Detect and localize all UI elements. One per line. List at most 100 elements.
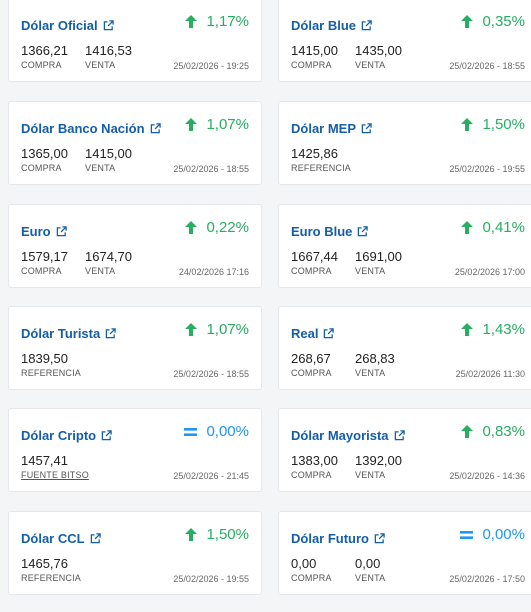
- buy-label: COMPRA: [291, 470, 332, 480]
- card-title[interactable]: Dólar Oficial: [21, 18, 114, 33]
- quote-card-dolar-blue[interactable]: Dólar Blue 0,35% 1415,00 COMPRA 1435,00 …: [278, 0, 531, 82]
- sell-label: VENTA: [85, 60, 116, 70]
- card-title[interactable]: Euro: [21, 224, 67, 239]
- external-link-icon[interactable]: [150, 123, 161, 134]
- arrow-up-icon: [185, 528, 198, 541]
- reference-label: REFERENCIA: [21, 368, 82, 378]
- sell-value: 1435,00: [355, 43, 402, 58]
- quote-card-dolar-mayorista[interactable]: Dólar Mayorista 0,83% 1383,00 COMPRA 139…: [278, 408, 531, 492]
- sell-label: VENTA: [355, 573, 386, 583]
- card-title-text[interactable]: Dólar Mayorista: [291, 428, 389, 443]
- updated-date: 25/02/2026 - 17:50: [449, 574, 525, 584]
- card-title[interactable]: Dólar Blue: [291, 18, 372, 33]
- change-value: 1,17%: [206, 13, 249, 30]
- reference-value: 1457,41: [21, 453, 68, 468]
- card-title[interactable]: Dólar MEP: [291, 121, 372, 136]
- change-value: 0,41%: [482, 219, 525, 236]
- quote-card-dolar-cripto[interactable]: Dólar Cripto 0,00% 1457,41 FUENTE BITSO …: [8, 408, 262, 492]
- card-title[interactable]: Dólar Mayorista: [291, 428, 405, 443]
- updated-date: 25/02/2026 17:00: [454, 267, 525, 277]
- buy-label: COMPRA: [291, 266, 332, 276]
- external-link-icon[interactable]: [323, 328, 335, 339]
- change-indicator: 1,07%: [185, 116, 249, 133]
- card-title-text[interactable]: Euro Blue: [291, 224, 353, 239]
- change-indicator: 0,41%: [461, 219, 525, 236]
- arrow-up-icon: [461, 15, 474, 28]
- card-title[interactable]: Dólar CCL: [21, 531, 101, 546]
- updated-date: 25/02/2026 - 19:25: [173, 61, 249, 71]
- change-value: 1,50%: [206, 526, 249, 543]
- updated-date: 25/02/2026 - 18:55: [173, 369, 249, 379]
- buy-label: COMPRA: [21, 163, 62, 173]
- change-value: 1,43%: [482, 321, 525, 338]
- arrow-up-icon: [461, 323, 474, 336]
- quote-card-dolar-oficial[interactable]: Dólar Oficial 1,17% 1366,21 COMPRA 1416,…: [8, 0, 262, 82]
- external-link-icon[interactable]: [374, 533, 385, 544]
- external-link-icon[interactable]: [103, 20, 114, 31]
- external-link-icon[interactable]: [56, 226, 67, 237]
- buy-label: COMPRA: [291, 368, 332, 378]
- updated-date: 25/02/2026 11:30: [455, 369, 525, 379]
- quote-card-euro-blue[interactable]: Euro Blue 0,41% 1667,44 COMPRA 1691,00 V…: [278, 204, 531, 288]
- equal-icon: [184, 427, 198, 436]
- quote-card-dolar-banco-nacion[interactable]: Dólar Banco Nación 1,07% 1365,00 COMPRA …: [8, 101, 262, 185]
- card-title-text[interactable]: Real: [291, 326, 319, 341]
- sell-label: VENTA: [85, 163, 116, 173]
- card-title-text[interactable]: Dólar Oficial: [21, 18, 98, 33]
- sell-label: VENTA: [355, 470, 386, 480]
- external-link-icon[interactable]: [105, 328, 116, 339]
- card-title-text[interactable]: Euro: [21, 224, 51, 239]
- arrow-up-icon: [185, 221, 198, 234]
- card-title[interactable]: Dólar Cripto: [21, 428, 112, 443]
- card-title[interactable]: Dólar Futuro: [291, 531, 385, 546]
- sell-label: VENTA: [355, 60, 386, 70]
- quote-card-dolar-ccl[interactable]: Dólar CCL 1,50% 1465,76 REFERENCIA 25/02…: [8, 511, 262, 595]
- buy-label: COMPRA: [291, 60, 332, 70]
- sell-label: VENTA: [355, 368, 386, 378]
- external-link-icon[interactable]: [90, 533, 101, 544]
- card-title-text[interactable]: Dólar Futuro: [291, 531, 369, 546]
- updated-date: 25/02/2026 - 19:55: [449, 164, 525, 174]
- reference-label: REFERENCIA: [291, 163, 352, 173]
- card-title-text[interactable]: Dólar Turista: [21, 326, 101, 341]
- change-indicator: 0,00%: [460, 526, 525, 543]
- change-indicator: 0,22%: [185, 219, 249, 236]
- sell-value: 0,00: [355, 556, 381, 571]
- updated-date: 25/02/2026 - 19:55: [173, 574, 249, 584]
- updated-date: 24/02/2026 17:16: [178, 267, 249, 277]
- quote-card-dolar-mep[interactable]: Dólar MEP 1,50% 1425,86 REFERENCIA 25/02…: [278, 101, 531, 185]
- card-title-text[interactable]: Dólar Blue: [291, 18, 357, 33]
- card-title[interactable]: Euro Blue: [291, 224, 369, 239]
- reference-value: 1839,50: [21, 351, 68, 366]
- arrow-up-icon: [185, 15, 198, 28]
- source-link[interactable]: FUENTE BITSO: [21, 470, 89, 480]
- buy-label: COMPRA: [21, 60, 62, 70]
- quote-card-euro[interactable]: Euro 0,22% 1579,17 COMPRA 1674,70 VENTA …: [8, 204, 262, 288]
- external-link-icon[interactable]: [361, 123, 372, 134]
- external-link-icon[interactable]: [357, 226, 369, 237]
- buy-value: 1415,00: [291, 43, 338, 58]
- card-title-text[interactable]: Dólar CCL: [21, 531, 85, 546]
- external-link-icon[interactable]: [101, 430, 112, 441]
- card-title[interactable]: Dólar Banco Nación: [21, 121, 161, 136]
- card-title[interactable]: Dólar Turista: [21, 326, 116, 341]
- sell-label: VENTA: [355, 266, 386, 276]
- equal-icon: [460, 530, 474, 539]
- change-indicator: 1,07%: [185, 321, 249, 338]
- external-link-icon[interactable]: [361, 20, 372, 31]
- external-link-icon[interactable]: [394, 430, 405, 441]
- sell-value: 268,83: [355, 351, 395, 366]
- change-value: 0,00%: [482, 526, 525, 543]
- change-indicator: 0,00%: [184, 423, 249, 440]
- quote-card-real[interactable]: Real 1,43% 268,67 COMPRA 268,83 VENTA 25…: [278, 306, 531, 390]
- card-title[interactable]: Real: [291, 326, 335, 341]
- change-indicator: 0,83%: [461, 423, 525, 440]
- quote-card-dolar-futuro[interactable]: Dólar Futuro 0,00% 0,00 COMPRA 0,00 VENT…: [278, 511, 531, 595]
- change-indicator: 0,35%: [461, 13, 525, 30]
- change-indicator: 1,50%: [461, 116, 525, 133]
- card-title-text[interactable]: Dólar Banco Nación: [21, 121, 145, 136]
- quote-card-dolar-turista[interactable]: Dólar Turista 1,07% 1839,50 REFERENCIA 2…: [8, 306, 262, 390]
- reference-label: REFERENCIA: [21, 573, 82, 583]
- card-title-text[interactable]: Dólar Cripto: [21, 428, 97, 443]
- card-title-text[interactable]: Dólar MEP: [291, 121, 357, 136]
